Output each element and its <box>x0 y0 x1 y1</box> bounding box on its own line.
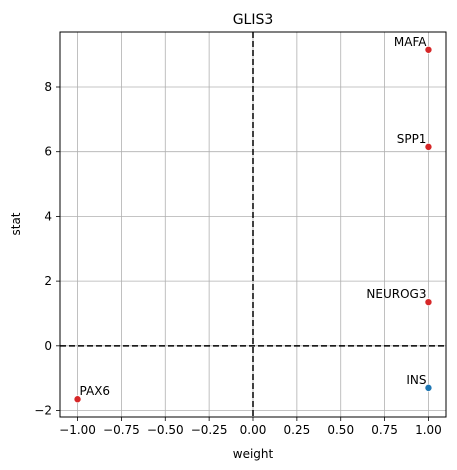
y-tick-label: 2 <box>44 274 52 288</box>
x-axis-label: weight <box>233 447 274 461</box>
y-tick-label: 8 <box>44 80 52 94</box>
point-label: NEUROG3 <box>366 287 426 301</box>
point-label: MAFA <box>394 35 427 49</box>
y-tick-label: 4 <box>44 209 52 223</box>
y-tick-label: 0 <box>44 339 52 353</box>
y-tick-label: 6 <box>44 145 52 159</box>
x-tick-label: 0.00 <box>240 423 267 437</box>
x-tick-label: 1.00 <box>415 423 442 437</box>
point-label: PAX6 <box>80 384 111 398</box>
point-label: INS <box>406 373 426 387</box>
x-tick-label: −0.50 <box>147 423 184 437</box>
x-tick-label: 0.50 <box>327 423 354 437</box>
y-axis-label: stat <box>9 212 23 235</box>
x-tick-label: 0.75 <box>371 423 398 437</box>
x-tick-label: 0.25 <box>284 423 311 437</box>
reference-lines <box>60 32 446 417</box>
x-tick-label: −0.75 <box>103 423 140 437</box>
x-axis: −1.00 −0.75 −0.50 −0.25 0.00 0.25 0.50 0.75 1.00 <box>59 417 442 437</box>
x-tick-label: −1.00 <box>59 423 96 437</box>
y-tick-label: −2 <box>34 404 52 418</box>
chart-title: GLIS3 <box>233 12 274 28</box>
x-tick-label: −0.25 <box>191 423 228 437</box>
point-label: SPP1 <box>397 132 427 146</box>
y-axis: −2 0 2 4 6 8 <box>34 80 60 418</box>
